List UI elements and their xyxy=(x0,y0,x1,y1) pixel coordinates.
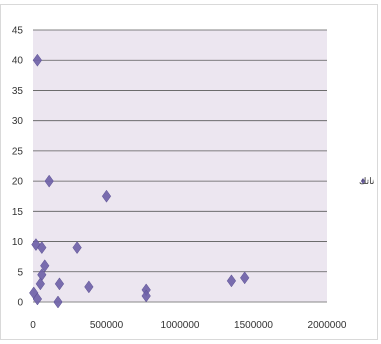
data-point xyxy=(44,174,54,188)
data-point xyxy=(141,289,151,303)
data-point xyxy=(31,238,41,252)
data-point xyxy=(240,271,250,285)
y-tick-label: 10 xyxy=(12,237,24,248)
y-tick-label: 25 xyxy=(12,146,24,157)
data-point xyxy=(72,241,82,255)
data-point xyxy=(226,274,237,288)
data-point xyxy=(40,259,50,273)
x-tick-label: 1000000 xyxy=(161,320,200,331)
y-tick-label: 5 xyxy=(17,267,23,278)
data-point xyxy=(101,189,112,203)
x-tick-label: 0 xyxy=(30,320,36,331)
data-point xyxy=(84,280,94,294)
y-tick-label: 40 xyxy=(12,56,24,67)
data-point xyxy=(54,277,65,291)
x-tick-label: 500000 xyxy=(90,320,124,331)
y-tick-label: 30 xyxy=(12,116,24,127)
data-point xyxy=(32,292,43,306)
legend-marker xyxy=(360,178,366,184)
data-point xyxy=(37,241,47,255)
x-tick-label: 2000000 xyxy=(308,320,347,331)
legend-label: ناتك xyxy=(359,176,374,186)
data-point xyxy=(35,277,45,291)
data-point xyxy=(32,53,43,67)
y-tick-label: 45 xyxy=(12,26,24,37)
y-tick-label: 0 xyxy=(17,298,23,309)
data-point xyxy=(53,295,63,309)
y-tick-label: 35 xyxy=(12,86,24,97)
x-tick-label: 1500000 xyxy=(234,320,273,331)
plot-area xyxy=(33,30,327,302)
y-tick-label: 20 xyxy=(12,177,24,188)
y-tick-label: 15 xyxy=(12,207,24,218)
